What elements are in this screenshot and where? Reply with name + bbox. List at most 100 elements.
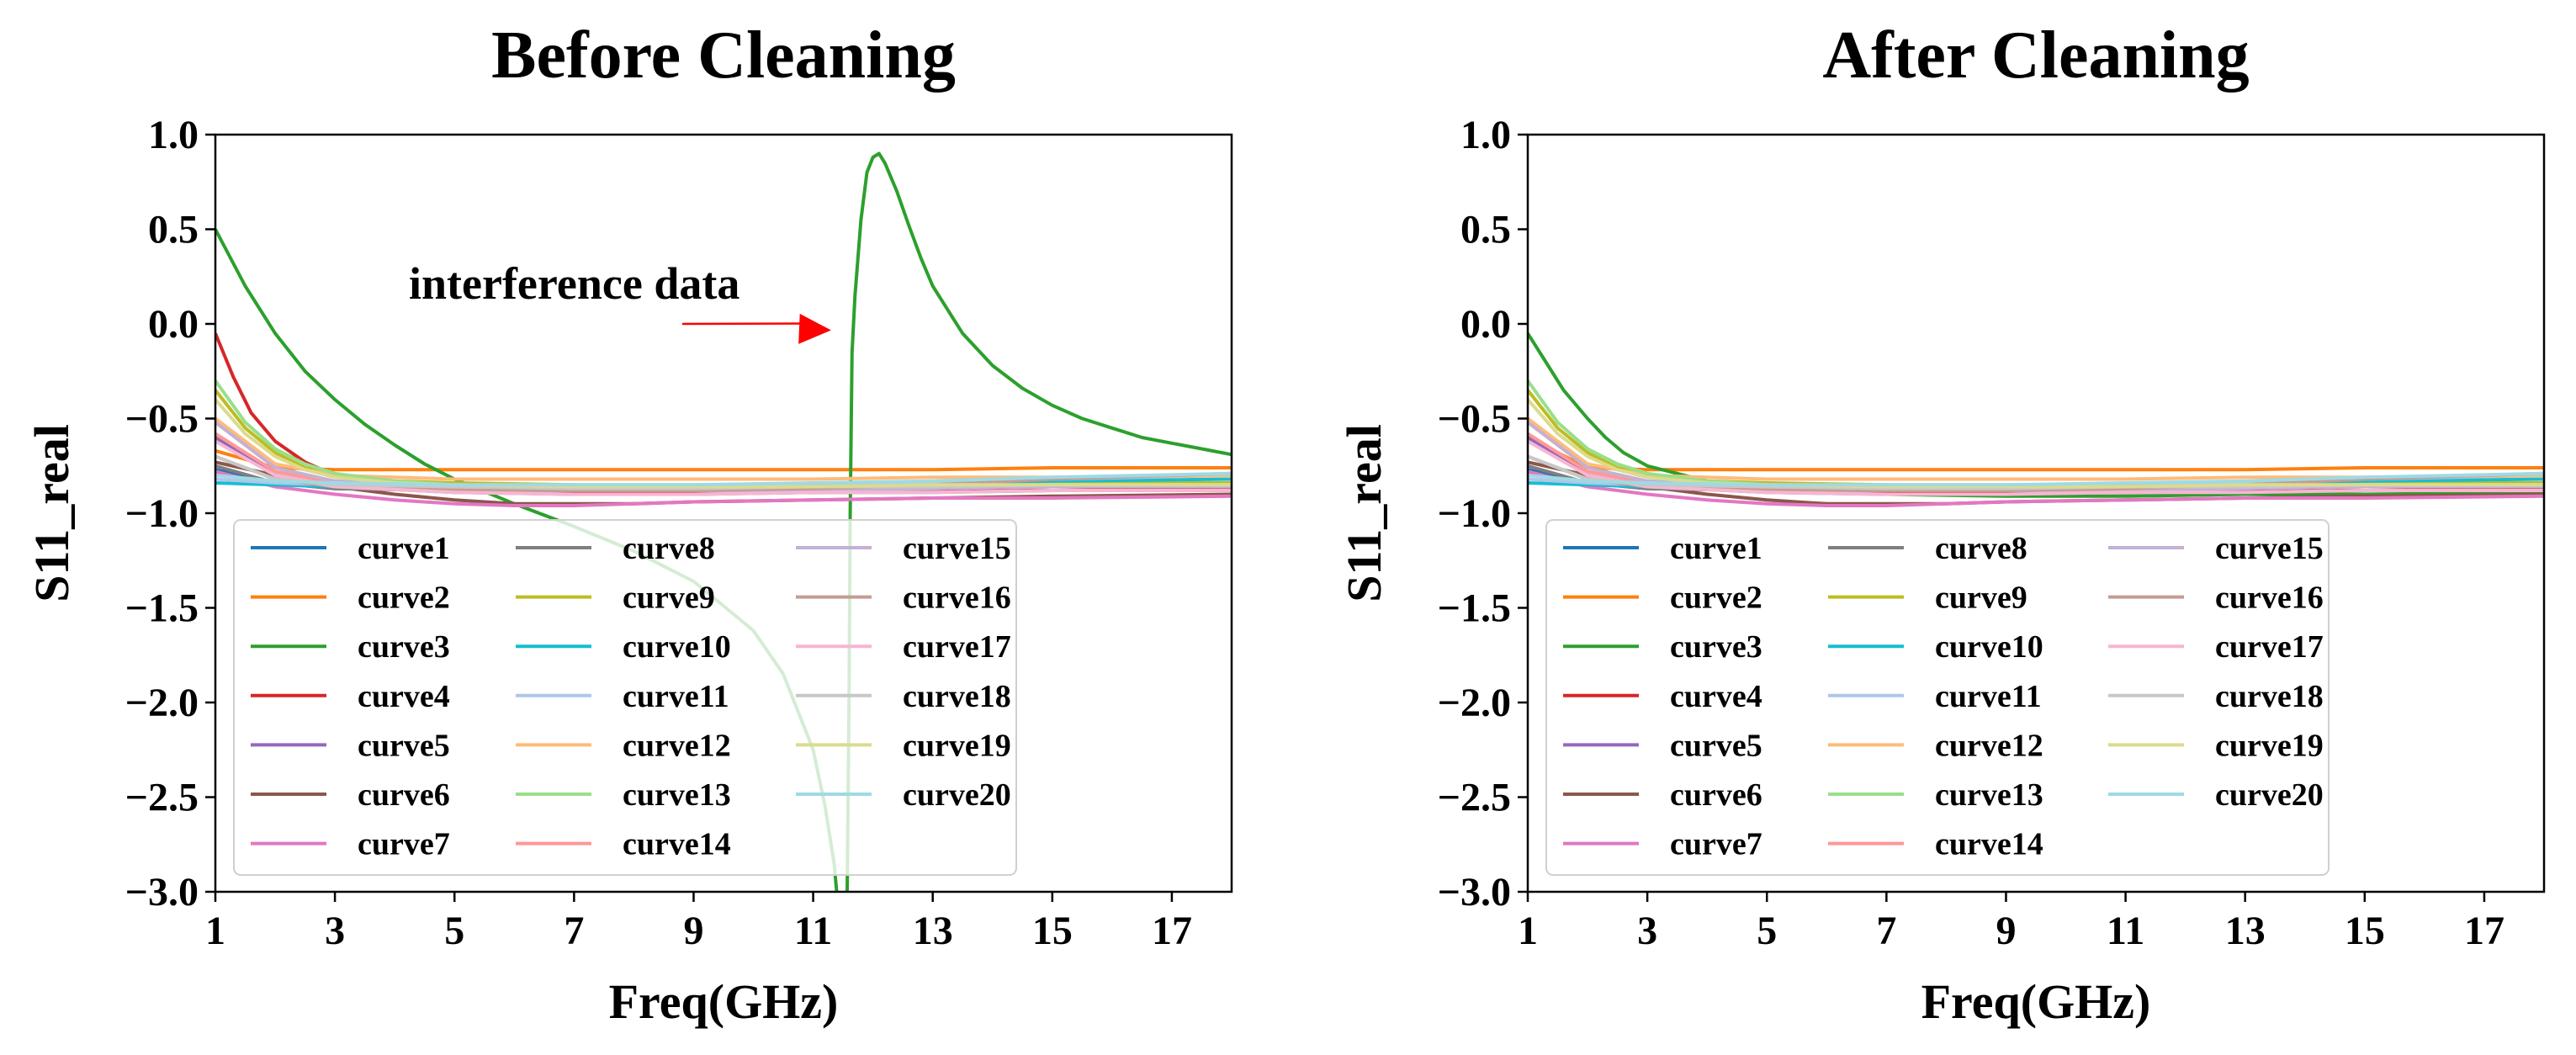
legend-label: curve10 xyxy=(1935,629,2043,665)
y-tick-label: 0.0 xyxy=(1460,302,1511,347)
legend-label: curve3 xyxy=(1670,629,1762,665)
x-tick-label: 9 xyxy=(683,909,703,953)
legend-label: curve12 xyxy=(1935,728,2043,763)
legend-item: curve20 xyxy=(796,777,1011,813)
legend-item: curve4 xyxy=(251,679,450,714)
legend-item: curve15 xyxy=(796,531,1011,566)
annotation-text: interference data xyxy=(409,258,739,309)
legend-item: curve19 xyxy=(796,728,1011,763)
x-tick-label: 5 xyxy=(444,909,464,953)
legend-item: curve11 xyxy=(516,679,729,714)
legend-item: curve3 xyxy=(1563,629,1762,665)
legend-item: curve2 xyxy=(251,581,450,616)
legend-label: curve14 xyxy=(1935,827,2043,862)
legend-item: curve5 xyxy=(1563,728,1762,763)
x-axis-label: Freq(GHz) xyxy=(609,974,839,1029)
legend-item: curve17 xyxy=(2108,629,2324,665)
legend-label: curve18 xyxy=(903,679,1011,714)
y-tick-label: −1.5 xyxy=(1438,586,1511,631)
y-tick-label: 0.5 xyxy=(148,208,199,252)
legend-item: curve7 xyxy=(251,827,450,862)
legend-label: curve10 xyxy=(623,629,731,665)
legend-label: curve7 xyxy=(358,827,450,862)
legend-label: curve4 xyxy=(1670,679,1762,714)
legend-label: curve19 xyxy=(903,728,1011,763)
legend-item: curve13 xyxy=(516,777,731,813)
legend-item: curve5 xyxy=(251,728,450,763)
legend-label: curve20 xyxy=(903,777,1011,813)
series-line-curve19 xyxy=(215,398,1232,489)
y-axis-label: S11_real xyxy=(1337,424,1391,602)
x-tick-label: 15 xyxy=(2345,909,2385,953)
y-axis-label: S11_real xyxy=(24,424,79,602)
y-tick-label: −1.5 xyxy=(125,586,199,631)
legend-label: curve19 xyxy=(2215,728,2324,763)
legend-label: curve12 xyxy=(623,728,731,763)
legend-item: curve12 xyxy=(516,728,731,763)
x-tick-label: 1 xyxy=(1518,909,1538,953)
legend-item: curve15 xyxy=(2108,531,2324,566)
chart-title: After Cleaning xyxy=(1822,19,2249,93)
legend-label: curve2 xyxy=(1670,581,1762,616)
legend: curve1 curve2 curve3 curve4 curve5 curve6 curv… xyxy=(1545,519,2330,876)
legend-label: curve5 xyxy=(1670,728,1762,763)
legend-item: curve1 xyxy=(1563,531,1762,566)
legend-label: curve13 xyxy=(623,777,731,813)
y-tick-label: 0.5 xyxy=(1460,208,1511,252)
y-tick-label: −2.0 xyxy=(125,681,199,725)
legend-item: curve6 xyxy=(251,777,450,813)
series-line-curve3 xyxy=(1528,332,2544,498)
legend-label: curve6 xyxy=(358,777,450,813)
legend-label: curve5 xyxy=(358,728,450,763)
x-tick-label: 3 xyxy=(325,909,345,953)
x-tick-label: 3 xyxy=(1637,909,1657,953)
legend-label: curve1 xyxy=(358,531,450,566)
y-tick-label: 1.0 xyxy=(148,113,199,157)
series-line-curve7 xyxy=(215,469,1232,507)
legend-box xyxy=(233,519,1017,876)
x-tick-label: 1 xyxy=(205,909,225,953)
series-line-curve2 xyxy=(215,448,1232,472)
legend-item: curve7 xyxy=(1563,827,1762,862)
y-tick-label: −3.0 xyxy=(125,870,199,915)
x-tick-label: 17 xyxy=(2464,909,2504,953)
legend-item: curve18 xyxy=(796,679,1011,714)
legend-label: curve11 xyxy=(1935,679,2042,714)
legend-item: curve2 xyxy=(1563,581,1762,616)
legend-label: curve14 xyxy=(623,827,731,862)
legend-item: curve1 xyxy=(251,531,450,566)
x-tick-label: 5 xyxy=(1757,909,1777,953)
legend-item: curve14 xyxy=(1828,827,2043,862)
y-tick-label: 0.0 xyxy=(148,302,199,347)
x-tick-label: 17 xyxy=(1152,909,1192,953)
legend-label: curve16 xyxy=(2215,581,2324,616)
series-lines xyxy=(1528,332,2544,507)
legend-label: curve16 xyxy=(903,581,1011,616)
legend-label: curve17 xyxy=(2215,629,2324,665)
legend-item: curve10 xyxy=(1828,629,2043,665)
legend-label: curve3 xyxy=(358,629,450,665)
x-tick-label: 13 xyxy=(2225,909,2266,953)
legend-item: curve19 xyxy=(2108,728,2324,763)
legend-label: curve13 xyxy=(1935,777,2043,813)
x-tick-label: 11 xyxy=(2107,909,2144,953)
annotation-arrow-head xyxy=(798,313,831,344)
legend-label: curve1 xyxy=(1670,531,1762,566)
chart-title: Before Cleaning xyxy=(491,19,956,93)
legend-item: curve10 xyxy=(516,629,731,665)
legend-item: curve16 xyxy=(796,581,1011,616)
legend-label: curve8 xyxy=(1935,531,2027,566)
legend-item: curve11 xyxy=(1828,679,2042,714)
x-tick-label: 9 xyxy=(1996,909,2016,953)
y-tick-label: −2.0 xyxy=(1438,681,1511,725)
y-tick-label: 1.0 xyxy=(1460,113,1511,157)
legend-item: curve18 xyxy=(2108,679,2324,714)
legend-item: curve13 xyxy=(1828,777,2043,813)
x-tick-label: 15 xyxy=(1032,909,1073,953)
legend-label: curve9 xyxy=(623,581,715,616)
legend-item: curve14 xyxy=(516,827,731,862)
y-tick-label: −0.5 xyxy=(125,397,199,442)
